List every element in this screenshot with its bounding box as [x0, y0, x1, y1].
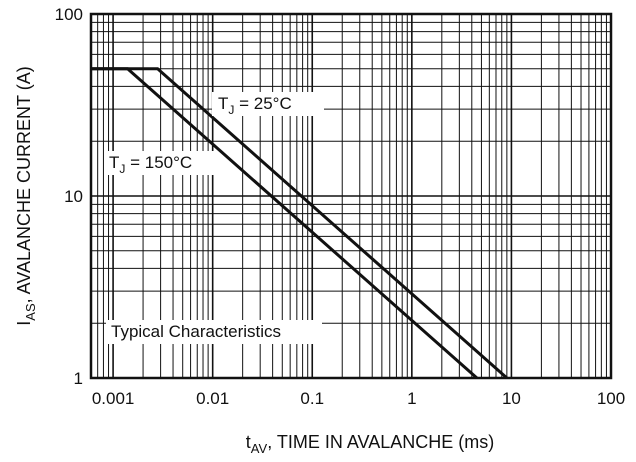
x-tick-label: 10 [502, 389, 521, 408]
annotation-typical: Typical Characteristics [111, 322, 281, 341]
grid-lines [90, 14, 611, 379]
x-tick-label: 1 [407, 389, 416, 408]
y-tick-label: 100 [55, 5, 83, 24]
annotation-tj25: TJ = 25°C [218, 94, 292, 117]
tick-labels: 0.001 0.01 0.1 1 10 100 1 10 100 [55, 5, 626, 408]
y-tick-label: 10 [64, 187, 83, 206]
x-tick-label: 100 [597, 389, 625, 408]
y-tick-label: 1 [74, 369, 83, 388]
x-tick-label: 0.01 [196, 389, 229, 408]
series-line-tj150 [91, 67, 478, 380]
annotation-tj150: TJ = 150°C [109, 153, 192, 176]
x-axis-label: tAV, TIME IN AVALANCHE (ms) [246, 432, 494, 456]
annotation-bg-typical [106, 320, 322, 344]
x-tick-label: 0.1 [300, 389, 324, 408]
series-layer [91, 67, 508, 380]
annotation-bg-tj25 [212, 92, 324, 116]
annotation-bg-tj150 [104, 151, 216, 175]
x-tick-label: 0.001 [92, 389, 135, 408]
plot-frame [89, 12, 613, 380]
y-axis-label: IAS, AVALANCHE CURRENT (A) [14, 66, 38, 325]
annotation-backgrounds [104, 92, 324, 344]
